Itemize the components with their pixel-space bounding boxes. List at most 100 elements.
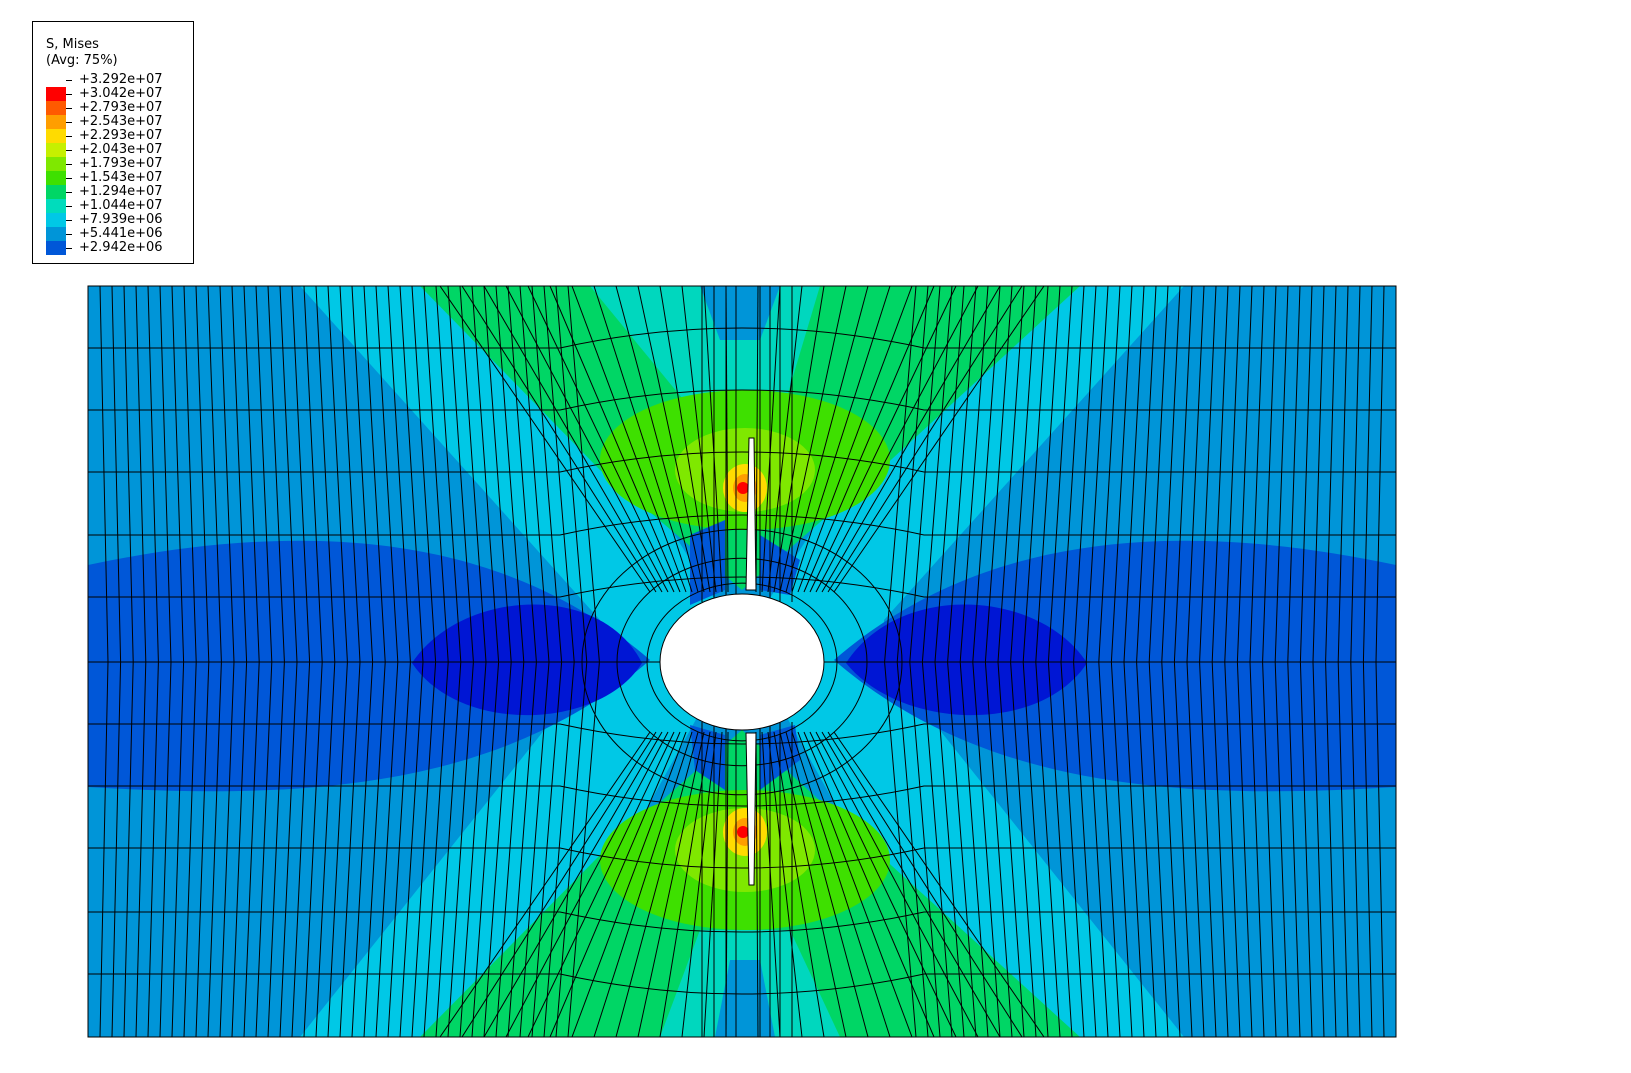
legend-tick [66,164,72,165]
mesh-column-line [195,286,210,1037]
legend-subtitle: (Avg: 75%) [46,53,118,68]
mesh-column-line [231,286,248,1037]
legend-entry: +2.293e+07 [46,129,186,157]
mesh-fan-line [439,286,651,593]
mesh-column-line [219,286,235,1037]
mesh-column-line [1287,286,1301,1037]
legend-value: +2.793e+07 [79,100,163,115]
contour-deepblue-right [846,604,1087,716]
mesh-column-line [339,286,361,1037]
mesh-column-line [1299,286,1313,1037]
mesh-row-line [88,514,1396,536]
mesh-fan-line [439,731,651,1037]
plate-outline [87,285,1397,1038]
mesh-fan-line [615,286,699,593]
mesh-fan-line [483,286,663,593]
mesh-fan-line [549,731,681,1037]
mesh-fan-line [773,286,825,593]
legend-swatch [46,129,66,143]
mesh-column-line [1236,286,1253,1037]
legend-swatch [46,199,66,213]
mesh-fan-line [821,286,1001,593]
mesh-fan-line [527,731,675,1037]
mesh-column-line [375,286,399,1037]
mesh-fan-line [761,731,781,1037]
legend-entry: +2.793e+07 [46,101,186,129]
mesh-column-line [947,286,977,1037]
mesh-fan-line [681,731,717,1037]
mesh-column-line [1262,286,1277,1037]
legend-value: +3.292e+07 [79,72,163,87]
mesh-column-line [363,286,386,1037]
mesh-fan-line [703,731,723,1037]
mesh-column-line [399,286,424,1037]
mesh-column-line [1312,286,1325,1037]
mesh-column-line [483,286,512,1037]
mesh-column-line [1274,286,1289,1037]
mesh-row-line [88,723,1396,745]
legend-value: +1.543e+07 [79,170,163,185]
mesh-column-line [411,286,437,1037]
mesh-fan-line [815,731,979,1037]
mesh-row-line [88,785,1396,807]
legend-value: +2.543e+07 [79,114,163,129]
mesh-fan-line [827,731,1023,1037]
legend-swatch [46,101,66,115]
stress-legend: S, Mises (Avg: 75%) +3.292e+07 +3.042e+07… [32,21,194,264]
mesh-column-line [135,286,147,1037]
mesh-column-line [1073,286,1097,1037]
mesh-column-line [291,286,311,1037]
mesh-fan-line [755,286,759,593]
mesh-column-line [1098,286,1121,1037]
mesh-column-line [934,286,965,1037]
legend-tick [66,192,72,193]
mesh-fan-line [827,286,1023,593]
legend-entry: +5.441e+06 [46,227,186,255]
mesh-fan-line [571,286,687,593]
mesh-column-line [1161,286,1181,1037]
mesh-fan-line [571,731,687,1037]
mesh-column-line [567,286,600,1037]
mesh-fan-line [755,731,759,1037]
legend-entry: +3.042e+07 [46,87,186,115]
mesh-fan-line [681,286,717,593]
legend-value: +7.939e+06 [79,212,163,227]
mesh-column-line [495,286,525,1037]
legend-swatch [46,157,66,171]
mesh-row-line [88,327,1396,349]
legend-entry: +1.543e+07 [46,171,186,199]
legend-entry: +1.793e+07 [46,157,186,185]
mesh-column-line [909,286,941,1037]
mesh-column-line [387,286,411,1037]
mesh-column-line [243,286,260,1037]
mesh-column-line [279,286,298,1037]
mesh-row-line [88,451,1396,473]
legend-tick [66,178,72,179]
legend-swatch [46,241,66,255]
legend-entry: +2.543e+07 [46,115,186,143]
mesh-column-line [1224,286,1241,1037]
mesh-row-line [88,389,1396,411]
crack-slit-top [745,437,757,591]
mesh-column-line [111,286,122,1037]
mesh-column-line [423,286,449,1037]
legend-value: +2.942e+06 [79,240,163,255]
mesh-column-line [1362,286,1373,1037]
mesh-column-line [183,286,197,1037]
legend-tick [66,220,72,221]
mesh-column-line [207,286,222,1037]
mesh-fan-line [797,731,913,1037]
legend-tick [66,234,72,235]
mesh-row-line [88,847,1396,869]
mesh-column-line [459,286,487,1037]
mesh-fan-line [803,286,935,593]
mesh-fan-line [797,286,913,593]
mesh-column-line [171,286,185,1037]
legend-entry: +3.292e+07 [46,73,186,101]
mesh-fan-line [761,286,781,593]
mesh-column-line [1173,286,1193,1037]
legend-value: +1.044e+07 [79,198,163,213]
mesh-column-line [1325,286,1337,1037]
mesh-fan-line [505,731,669,1037]
mesh-column-line [267,286,285,1037]
